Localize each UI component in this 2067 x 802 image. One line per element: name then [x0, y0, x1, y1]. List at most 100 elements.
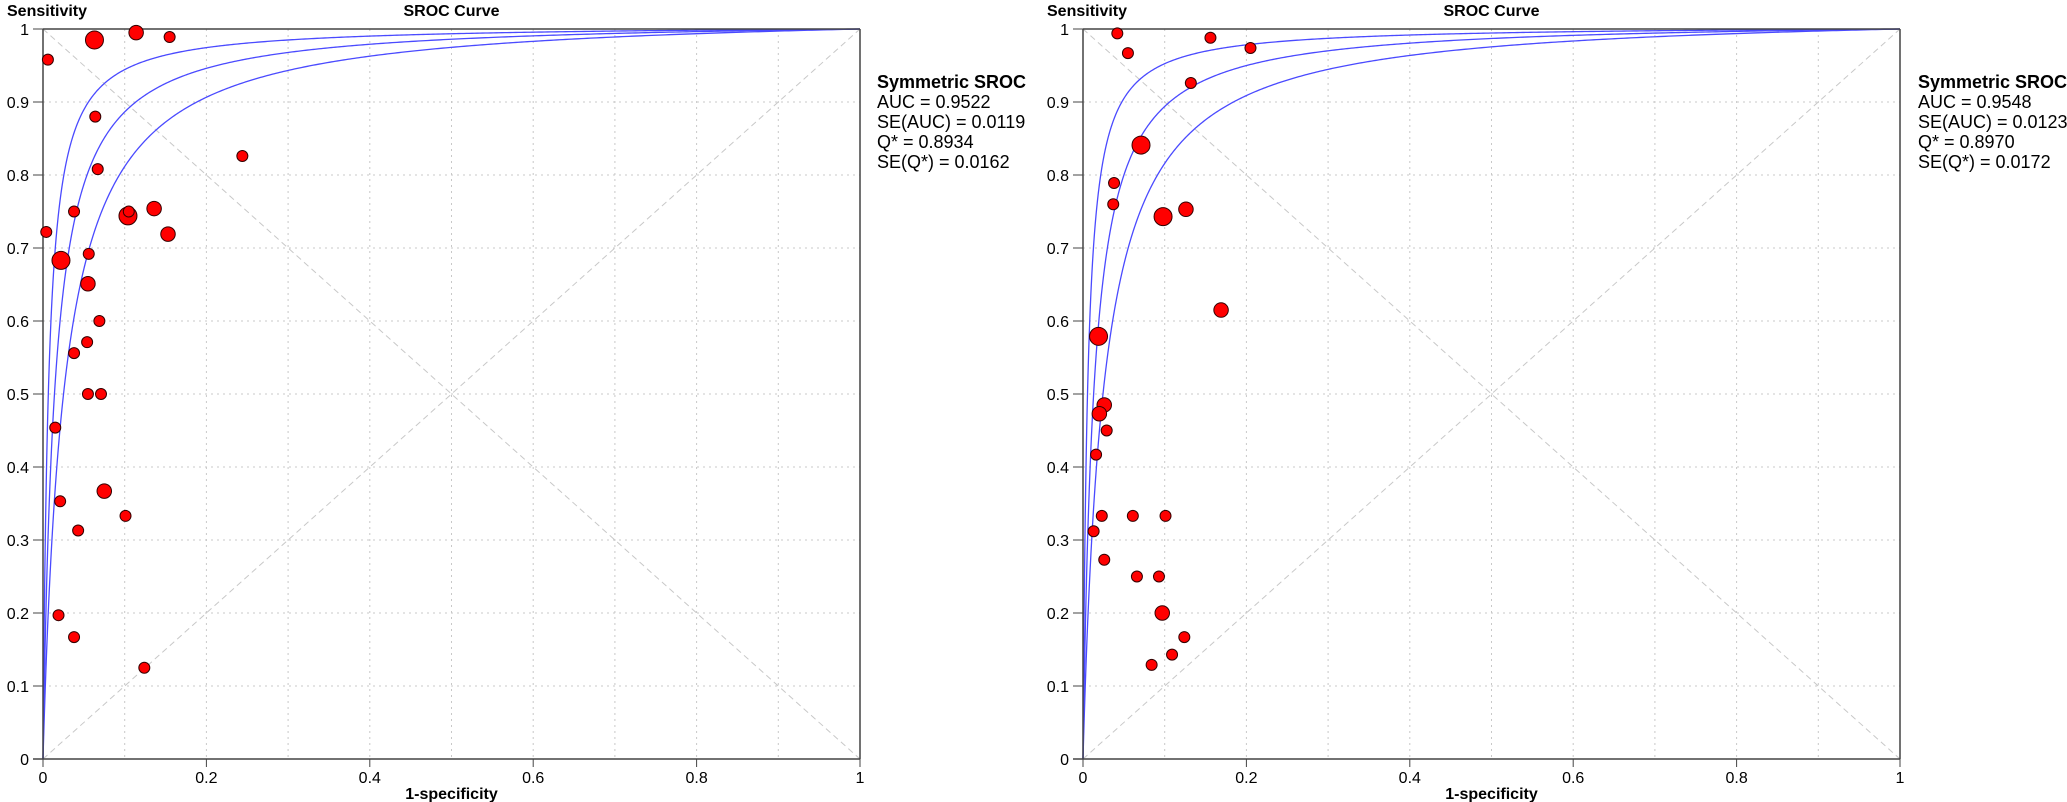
study-point [41, 53, 54, 66]
x-tick-label: 0.4 [359, 770, 381, 787]
study-point [1159, 509, 1172, 522]
legend-stat: SE(Q*) = 0.0172 [1918, 152, 2051, 172]
study-point [1145, 658, 1158, 671]
y-tick-label: 0.1 [7, 679, 29, 696]
study-point [1131, 135, 1151, 155]
y-tick-label: 0 [1060, 752, 1069, 769]
y-tick-label: 0.3 [7, 533, 29, 550]
y-tick-label: 1 [1060, 22, 1069, 39]
study-point [1100, 424, 1113, 437]
study-point [1152, 570, 1165, 583]
legend-stat: Q* = 0.8970 [1918, 132, 2015, 152]
study-point [93, 315, 106, 327]
sroc-curve-lower [42, 28, 861, 760]
legend-stat: AUC = 0.9522 [877, 92, 991, 112]
study-point [1091, 405, 1108, 422]
study-point [1121, 47, 1134, 60]
y-tick-label: 0 [20, 752, 29, 769]
y-tick-label: 0.9 [7, 95, 29, 112]
legend-stat: AUC = 0.9548 [1918, 92, 2032, 112]
legend-title: Symmetric SROC [1918, 72, 2067, 92]
study-point [128, 24, 144, 41]
x-tick-label: 0.6 [522, 770, 544, 787]
legend-stat: SE(AUC) = 0.0123 [1918, 112, 2067, 132]
study-point [1090, 448, 1103, 461]
y-tick-label: 0.6 [7, 314, 29, 331]
diagonal-line-q [1082, 28, 1901, 760]
x-tick-label: 0.2 [195, 770, 217, 787]
study-point [122, 205, 135, 218]
study-point [1111, 27, 1124, 40]
study-point [80, 276, 96, 292]
y-axis-label: Sensitivity [7, 3, 87, 20]
study-point [49, 421, 62, 434]
y-axis-label: Sensitivity [1047, 3, 1127, 20]
diagonal-line-q [42, 28, 861, 760]
diagonal-line-chance [1082, 28, 1901, 760]
x-tick-label: 0 [1079, 770, 1088, 787]
y-tick-label: 0.6 [1047, 314, 1069, 331]
study-point [84, 30, 104, 50]
study-point [52, 609, 65, 622]
study-point [81, 388, 94, 400]
study-point [40, 225, 53, 238]
x-tick-label: 1 [856, 770, 865, 787]
y-tick-label: 0.5 [7, 387, 29, 404]
study-point [95, 388, 108, 400]
study-point [81, 336, 94, 349]
study-point [119, 509, 132, 522]
y-tick-label: 0.7 [1047, 241, 1069, 258]
study-point [68, 631, 81, 644]
study-point [1089, 326, 1109, 346]
y-tick-label: 0.8 [7, 168, 29, 185]
study-point [1107, 198, 1120, 211]
y-tick-label: 0.5 [1047, 387, 1069, 404]
study-point [146, 200, 162, 217]
legend-title: Symmetric SROC [877, 72, 1026, 92]
study-point [163, 31, 176, 44]
study-point [1108, 177, 1121, 190]
study-point [91, 163, 104, 176]
study-point [160, 226, 176, 242]
sroc-curve [1082, 28, 1901, 759]
chart-title: SROC Curve [1443, 3, 1539, 20]
x-tick-label: 0 [39, 770, 48, 787]
study-point [54, 495, 67, 508]
x-tick-label: 1 [1896, 770, 1905, 787]
y-tick-label: 0.4 [1047, 460, 1069, 477]
x-axis-label: 1-specificity [405, 786, 498, 802]
study-point [138, 661, 151, 674]
study-point [89, 110, 102, 123]
study-point [82, 247, 95, 260]
x-tick-label: 0.8 [1725, 770, 1747, 787]
study-point [68, 347, 81, 360]
chart-title: SROC Curve [403, 3, 499, 20]
study-point [1130, 570, 1143, 583]
study-point [51, 250, 71, 270]
y-tick-label: 0.4 [7, 460, 29, 477]
diagonal-line-chance [42, 28, 861, 760]
study-point [72, 524, 85, 537]
study-point [1178, 631, 1191, 644]
study-point [1204, 31, 1217, 44]
x-tick-label: 0.8 [685, 770, 707, 787]
x-axis-label: 1-specificity [1445, 786, 1538, 802]
legend-stat: SE(AUC) = 0.0119 [877, 112, 1025, 132]
study-point [1184, 77, 1197, 90]
study-point [1154, 605, 1170, 621]
sroc-curve-upper [1082, 28, 1901, 759]
y-tick-label: 0.9 [1047, 95, 1069, 112]
y-tick-label: 0.2 [1047, 606, 1069, 623]
sroc-panel-1: 0 0.1 0.2 0.3 0.4 0.5 0.6 0.7 0.8 0.9 1 0 0.2 0.4 0.6 0… [7, 3, 1026, 802]
study-point [1153, 207, 1173, 227]
x-tick-label: 0.6 [1562, 770, 1584, 787]
x-tick-label: 0.4 [1399, 770, 1421, 787]
study-point [236, 150, 249, 163]
study-point [68, 205, 81, 218]
legend-stat: Q* = 0.8934 [877, 132, 974, 152]
sroc-curve-lower [1082, 28, 1901, 759]
study-point [96, 483, 113, 499]
study-point [1098, 553, 1111, 566]
y-tick-label: 0.2 [7, 606, 29, 623]
study-point [1095, 509, 1108, 522]
